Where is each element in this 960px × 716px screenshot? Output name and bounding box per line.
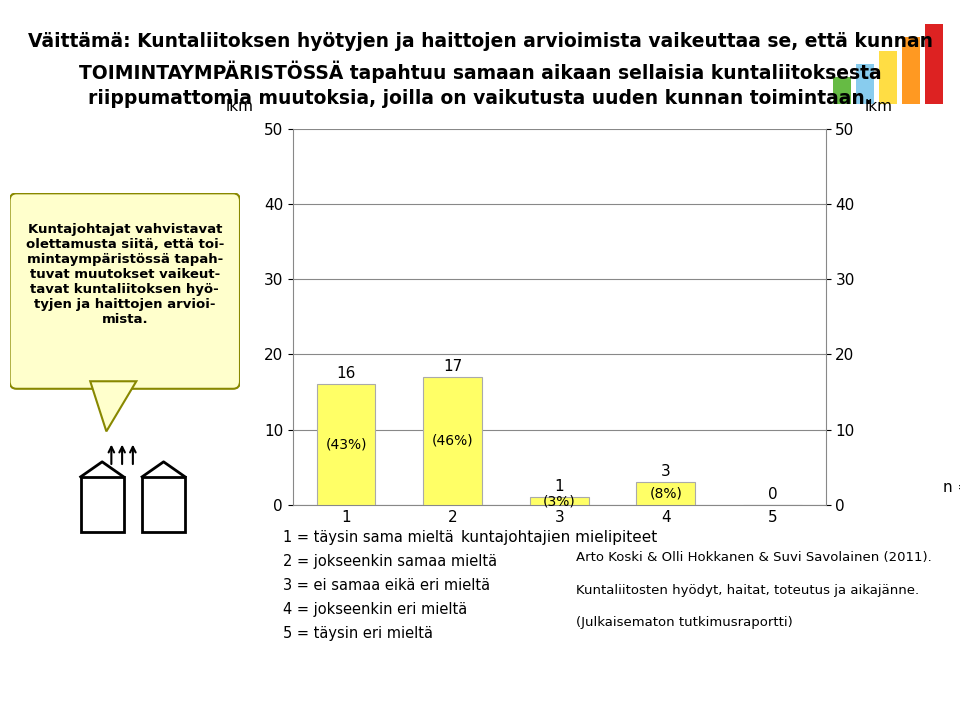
Text: 2 = jokseenkin samaa mieltä: 2 = jokseenkin samaa mieltä [283, 554, 497, 569]
Text: 5 = täysin eri mieltä: 5 = täysin eri mieltä [283, 626, 433, 641]
Text: Arto Koski & Olli Hokkanen & Suvi Savolainen (2011).: Arto Koski & Olli Hokkanen & Suvi Savola… [576, 551, 932, 564]
Text: Väittämä: Kuntaliitoksen hyötyjen ja haittojen arvioimista vaikeuttaa se, että k: Väittämä: Kuntaliitoksen hyötyjen ja hai… [28, 32, 932, 52]
Text: (3%): (3%) [542, 494, 576, 508]
Text: 4: 4 [931, 687, 940, 702]
Text: riippumattomia muutoksia, joilla on vaikutusta uuden kunnan toimintaan.: riippumattomia muutoksia, joilla on vaik… [88, 90, 872, 109]
FancyBboxPatch shape [142, 477, 185, 532]
Text: 4 = jokseenkin eri mieltä: 4 = jokseenkin eri mieltä [283, 602, 468, 617]
Text: (8%): (8%) [649, 486, 683, 500]
FancyBboxPatch shape [10, 193, 240, 389]
Text: Kuntaliitosten hyödyt, haitat, toteutus ja aikajänne.: Kuntaliitosten hyödyt, haitat, toteutus … [576, 584, 919, 597]
Text: 1: 1 [554, 479, 564, 494]
X-axis label: kuntajohtajien mielipiteet: kuntajohtajien mielipiteet [461, 530, 658, 545]
Text: 17: 17 [443, 359, 463, 374]
Bar [902, 37, 920, 104]
Bar [925, 24, 943, 104]
FancyBboxPatch shape [81, 477, 124, 532]
Text: Kuntaosasto: Kuntaosasto [288, 687, 373, 702]
Text: (Julkaisematon tutkimusraportti): (Julkaisematon tutkimusraportti) [576, 616, 793, 629]
Bar [879, 51, 897, 104]
Bar [856, 64, 874, 104]
Text: 3 = ei samaa eikä eri mieltä: 3 = ei samaa eikä eri mieltä [283, 578, 491, 593]
Text: VALTIOVARAINMINISTERIÖ: VALTIOVARAINMINISTERIÖ [19, 687, 224, 702]
Text: Kuntajohtajat vahvistavat
olettamusta siitä, että toi-
mintaympäristössä tapah-
: Kuntajohtajat vahvistavat olettamusta si… [26, 223, 224, 326]
Text: 0: 0 [767, 487, 778, 502]
Text: (43%): (43%) [325, 437, 367, 452]
Bar [636, 483, 695, 505]
Bar [423, 377, 482, 505]
Text: TOIMINTAYMPÄRISTÖSSÄ tapahtuu samaan aikaan sellaisia kuntaliitoksesta: TOIMINTAYMPÄRISTÖSSÄ tapahtuu samaan aik… [79, 61, 881, 83]
Text: 13.12.2011: 13.12.2011 [835, 687, 915, 702]
Bar [317, 384, 375, 505]
Text: lkm: lkm [226, 99, 253, 114]
Bar [530, 497, 588, 505]
Text: n = 37: n = 37 [943, 480, 960, 495]
Text: 1 = täysin sama mieltä: 1 = täysin sama mieltä [283, 530, 454, 545]
Text: 3: 3 [660, 464, 671, 479]
Text: (46%): (46%) [432, 434, 473, 448]
Text: lkm: lkm [865, 99, 893, 114]
Text: 16: 16 [336, 367, 356, 382]
Bar [833, 77, 851, 104]
Polygon shape [90, 381, 136, 431]
